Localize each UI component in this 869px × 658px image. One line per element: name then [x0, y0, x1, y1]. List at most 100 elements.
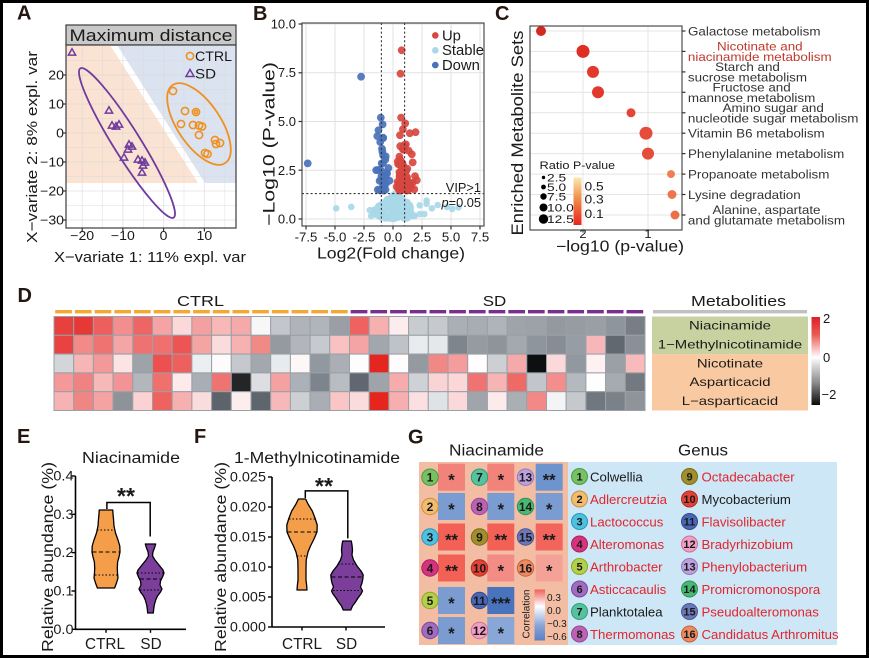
svg-text:10: 10: [683, 494, 695, 506]
svg-text:Metabolities: Metabolities: [691, 294, 786, 310]
svg-text:0.025: 0.025: [230, 470, 266, 485]
svg-text:D: D: [18, 285, 32, 307]
svg-text:13: 13: [519, 471, 533, 485]
svg-text:7: 7: [576, 607, 582, 619]
svg-text:7: 7: [476, 471, 483, 485]
svg-text:0.020: 0.020: [230, 500, 266, 515]
svg-text:8: 8: [476, 500, 483, 514]
svg-text:0: 0: [56, 125, 64, 140]
svg-text:Starch and: Starch and: [715, 60, 780, 74]
svg-text:−0.6: −0.6: [547, 632, 567, 643]
svg-text:Niacinamide: Niacinamide: [689, 319, 771, 333]
svg-text:12: 12: [473, 624, 487, 638]
svg-text:5: 5: [427, 594, 434, 608]
svg-text:0.2: 0.2: [53, 545, 73, 560]
svg-text:5: 5: [576, 562, 582, 574]
svg-text:−10: −10: [111, 228, 135, 243]
svg-text:CTRL: CTRL: [195, 48, 232, 64]
svg-text:4: 4: [576, 539, 583, 551]
svg-text:16: 16: [683, 629, 695, 641]
svg-text:Niacinamide: Niacinamide: [82, 450, 180, 467]
svg-text:Candidatus Arthromitus: Candidatus Arthromitus: [702, 627, 839, 642]
svg-text:8: 8: [576, 629, 582, 641]
svg-text:−Log10 (P-value): −Log10 (P-value): [261, 62, 279, 226]
svg-text:Propanoate metabolism: Propanoate metabolism: [688, 168, 829, 182]
svg-text:Amino sugar and: Amino sugar and: [723, 101, 824, 115]
svg-text:1-Methylnicotinamide: 1-Methylnicotinamide: [234, 450, 400, 467]
svg-text:*: *: [498, 563, 505, 581]
svg-text:5.0: 5.0: [547, 182, 566, 194]
svg-text:B: B: [253, 3, 267, 25]
svg-text:Mycobacterium: Mycobacterium: [702, 492, 791, 507]
svg-text:6: 6: [427, 624, 434, 638]
svg-text:7.5: 7.5: [471, 230, 489, 245]
svg-text:sucrose metabolism: sucrose metabolism: [688, 71, 807, 85]
svg-text:Nicotinate and: Nicotinate and: [717, 40, 803, 54]
svg-text:10: 10: [473, 561, 487, 575]
svg-text:2.5: 2.5: [278, 163, 296, 178]
svg-text:12.5: 12.5: [547, 214, 574, 226]
svg-text:0.3: 0.3: [547, 593, 561, 604]
svg-text:**: **: [543, 532, 556, 550]
svg-text:7.5: 7.5: [278, 65, 296, 80]
svg-text:and glutamate metabolism: and glutamate metabolism: [688, 214, 845, 228]
svg-text:-7.5: -7.5: [295, 230, 318, 245]
svg-text:5.0: 5.0: [278, 114, 296, 129]
svg-text:−log10 (p-value): −log10 (p-value): [556, 239, 684, 256]
svg-text:niacinamide metabolism: niacinamide metabolism: [688, 50, 832, 64]
svg-text:1: 1: [576, 472, 582, 484]
svg-text:Ratio: Ratio: [540, 160, 570, 172]
svg-text:0.1: 0.1: [53, 584, 73, 599]
svg-text:A: A: [17, 3, 31, 25]
svg-text:Genus: Genus: [678, 443, 728, 460]
svg-text:Planktotalea: Planktotalea: [590, 604, 663, 619]
svg-text:Galactose metabolism: Galactose metabolism: [688, 24, 821, 38]
svg-text:*: *: [498, 625, 505, 643]
svg-text:Relative abundance (%): Relative abundance (%): [40, 462, 57, 652]
svg-text:*: *: [498, 501, 505, 519]
svg-text:**: **: [315, 473, 333, 499]
svg-text:-2.5: -2.5: [353, 230, 376, 245]
svg-text:Up: Up: [442, 28, 461, 44]
svg-text:−0.3: −0.3: [547, 619, 567, 630]
svg-text:Enriched Metabolite Sets: Enriched Metabolite Sets: [509, 31, 527, 236]
svg-text:4: 4: [427, 561, 434, 575]
svg-text:3: 3: [427, 530, 434, 544]
svg-text:0.3: 0.3: [585, 195, 604, 207]
svg-text:11: 11: [684, 517, 696, 529]
svg-text:***: ***: [491, 595, 511, 613]
svg-text:Niacinamide: Niacinamide: [449, 443, 544, 460]
svg-text:*: *: [448, 472, 455, 490]
svg-text:Relative abundance (%): Relative abundance (%): [213, 462, 230, 652]
svg-text:0.000: 0.000: [230, 620, 266, 635]
svg-text:0.3: 0.3: [53, 507, 73, 522]
svg-text:L−asparticacid: L−asparticacid: [682, 394, 778, 408]
svg-text:2: 2: [427, 500, 434, 514]
svg-text:-5.0: -5.0: [324, 230, 347, 245]
svg-text:−30: −30: [40, 212, 64, 227]
svg-text:Down: Down: [442, 58, 480, 74]
svg-text:Phenylalanine metabolism: Phenylalanine metabolism: [688, 147, 844, 161]
svg-text:SD: SD: [140, 636, 161, 653]
svg-text:9: 9: [476, 530, 483, 544]
svg-text:13: 13: [683, 562, 695, 574]
svg-text:16: 16: [519, 561, 533, 575]
svg-text:14: 14: [683, 584, 696, 596]
svg-text:−10: −10: [40, 154, 64, 169]
svg-text:20: 20: [48, 67, 64, 82]
svg-text:nucleotide sugar metabolism: nucleotide sugar metabolism: [688, 111, 859, 125]
svg-text:**: **: [543, 472, 556, 490]
svg-text:0: 0: [160, 228, 168, 243]
svg-text:15: 15: [683, 607, 695, 619]
svg-text:Asticcacaulis: Asticcacaulis: [590, 582, 667, 597]
svg-text:Promicromonospora: Promicromonospora: [702, 582, 821, 597]
svg-text:VIP>1: VIP>1: [446, 180, 481, 195]
svg-text:Phenylobacterium: Phenylobacterium: [702, 559, 808, 574]
svg-text:SD: SD: [483, 294, 507, 310]
svg-text:0.005: 0.005: [230, 590, 266, 605]
svg-text:*: *: [448, 501, 455, 519]
svg-text:*: *: [448, 625, 455, 643]
svg-text:10.0: 10.0: [547, 203, 574, 215]
svg-text:*: *: [498, 472, 505, 490]
svg-text:0.015: 0.015: [230, 530, 266, 545]
